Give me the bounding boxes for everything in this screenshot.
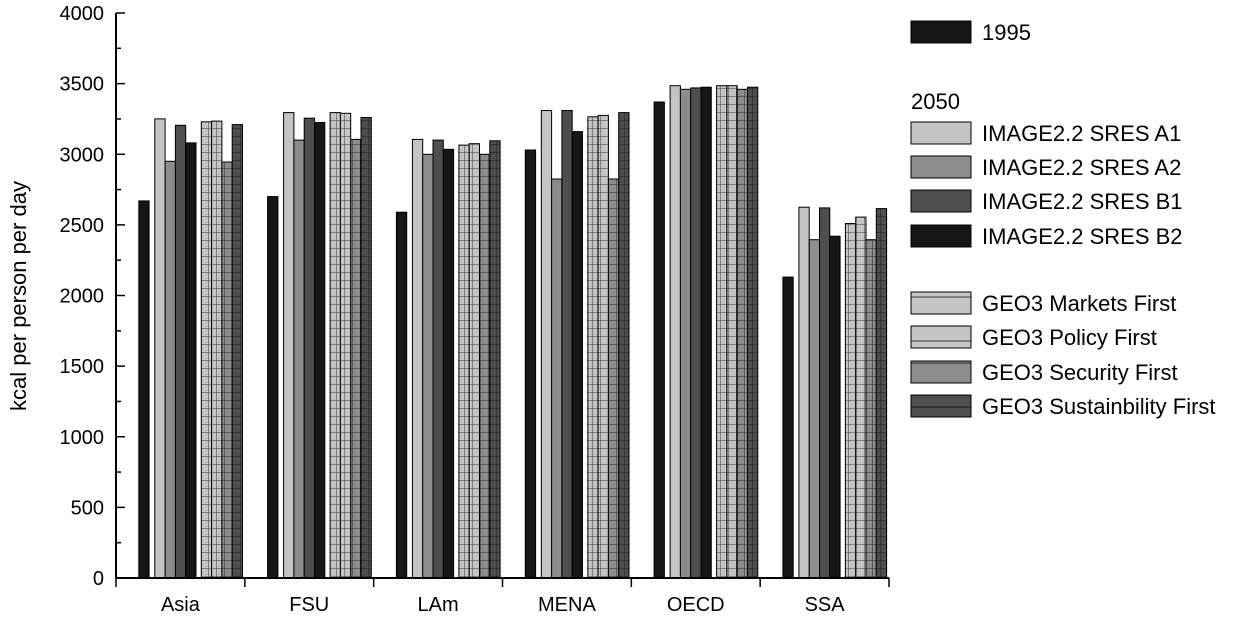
bar-1995-asia: [138, 200, 150, 579]
y-axis-title: kcal per person per day: [6, 181, 31, 411]
bar-image2-2-sres-b2-oecd: [700, 86, 712, 579]
bar-geo3-security-first-oecd: [736, 88, 749, 579]
bar-geo3-markets-first-mena: [587, 116, 599, 579]
bar-image2-2-sres-b2-asia: [185, 142, 197, 579]
bar-image2-2-sres-a2-mena: [551, 178, 563, 579]
bar-geo3-policy-first-oecd: [726, 85, 738, 579]
legend-swatch: [910, 155, 972, 179]
bar-geo3-policy-first-asia: [211, 120, 223, 579]
y-tick-label: 0: [93, 568, 104, 590]
bar-image2-2-sres-b1-ssa: [819, 207, 831, 579]
bar-image2-2-sres-a1-ssa: [798, 206, 810, 579]
legend-label: IMAGE2.2 SRES B1: [982, 189, 1183, 214]
bar-geo3-security-first-lam: [479, 153, 491, 579]
legend-swatch: [910, 360, 972, 384]
bar-geo3-markets-first-fsu: [329, 112, 341, 579]
legend-label: IMAGE2.2 SRES B2: [982, 224, 1183, 249]
legend-swatch: [910, 291, 972, 315]
bar-geo3-sustainbility-first-ssa: [875, 208, 888, 579]
bar-image2-2-sres-a2-oecd: [679, 88, 692, 579]
legend-swatch: [910, 121, 972, 145]
y-tick-label: 2500: [60, 215, 105, 237]
bar-image2-2-sres-b1-lam: [432, 139, 444, 579]
bar-geo3-markets-first-lam: [458, 144, 470, 579]
legend-label: 1995: [982, 20, 1031, 45]
bar-geo3-policy-first-mena: [597, 114, 609, 579]
bar-image2-2-sres-b2-ssa: [829, 235, 841, 579]
bar-1995-fsu: [267, 196, 279, 579]
legend-swatch: [910, 394, 972, 418]
legend-label: GEO3 Policy First: [982, 325, 1157, 350]
bar-1995-mena: [524, 149, 537, 579]
bar-geo3-markets-first-ssa: [844, 223, 857, 579]
bar-image2-2-sres-a1-mena: [540, 110, 553, 579]
bar-image2-2-sres-a2-ssa: [808, 239, 821, 579]
legend-swatch: [910, 189, 972, 213]
bar-geo3-markets-first-oecd: [716, 85, 728, 579]
bar-image2-2-sres-a1-oecd: [669, 85, 681, 579]
legend-label: GEO3 Markets First: [982, 291, 1176, 316]
bar-image2-2-sres-a2-asia: [164, 160, 176, 579]
bar-image2-2-sres-a2-fsu: [293, 139, 305, 579]
legend-label: IMAGE2.2 SRES A1: [982, 121, 1181, 146]
x-tick-label: LAm: [418, 594, 459, 616]
bar-image2-2-sres-b2-fsu: [314, 122, 326, 579]
legend-swatch: [910, 20, 972, 44]
bar-image2-2-sres-b2-mena: [571, 131, 584, 579]
bar-image2-2-sres-b1-mena: [561, 110, 573, 579]
x-tick-label: Asia: [161, 594, 201, 616]
bar-geo3-policy-first-lam: [468, 143, 481, 579]
y-tick-label: 3500: [60, 74, 105, 96]
bar-geo3-sustainbility-first-mena: [618, 112, 630, 579]
x-tick-label: FSU: [289, 594, 329, 616]
legend-label: GEO3 Security First: [982, 360, 1178, 385]
bar-1995-ssa: [782, 276, 794, 579]
x-tick-label: OECD: [667, 594, 725, 616]
y-tick-label: 4000: [60, 3, 105, 25]
y-tick-label: 2000: [60, 286, 105, 308]
bar-geo3-sustainbility-first-lam: [489, 140, 501, 579]
bar-geo3-sustainbility-first-asia: [231, 124, 243, 579]
y-tick-label: 500: [71, 497, 104, 519]
bar-geo3-security-first-ssa: [865, 239, 877, 579]
bar-image2-2-sres-a1-asia: [154, 118, 166, 579]
bar-geo3-policy-first-fsu: [339, 112, 352, 579]
x-tick-label: MENA: [538, 594, 596, 616]
bar-geo3-policy-first-ssa: [855, 216, 867, 579]
legend-label: IMAGE2.2 SRES A2: [982, 155, 1181, 180]
bar-geo3-security-first-mena: [607, 178, 620, 579]
bar-geo3-security-first-asia: [221, 161, 233, 579]
bar-image2-2-sres-b1-asia: [174, 124, 187, 579]
y-tick-label: 1500: [60, 356, 105, 378]
bar-image2-2-sres-a1-fsu: [283, 112, 295, 579]
legend-group-header: 2050: [911, 89, 960, 114]
bar-image2-2-sres-a2-lam: [422, 153, 434, 579]
x-tick-label: SSA: [805, 594, 846, 616]
legend-swatch: [910, 325, 972, 349]
bar-image2-2-sres-b2-lam: [442, 148, 455, 579]
bar-1995-lam: [395, 211, 408, 579]
y-tick-label: 1000: [60, 427, 105, 449]
bar-image2-2-sres-b1-fsu: [303, 117, 316, 579]
y-tick-label: 3000: [60, 144, 105, 166]
bar-image2-2-sres-a1-lam: [411, 138, 424, 579]
bar-geo3-markets-first-asia: [200, 121, 213, 579]
bar-geo3-sustainbility-first-fsu: [360, 117, 372, 579]
bar-geo3-security-first-fsu: [350, 138, 362, 579]
bar-geo3-sustainbility-first-oecd: [747, 86, 759, 579]
bar-1995-oecd: [653, 101, 665, 579]
bar-image2-2-sres-b1-oecd: [690, 87, 702, 579]
legend-swatch: [910, 224, 972, 248]
legend-label: GEO3 Sustainbility First: [982, 394, 1216, 419]
